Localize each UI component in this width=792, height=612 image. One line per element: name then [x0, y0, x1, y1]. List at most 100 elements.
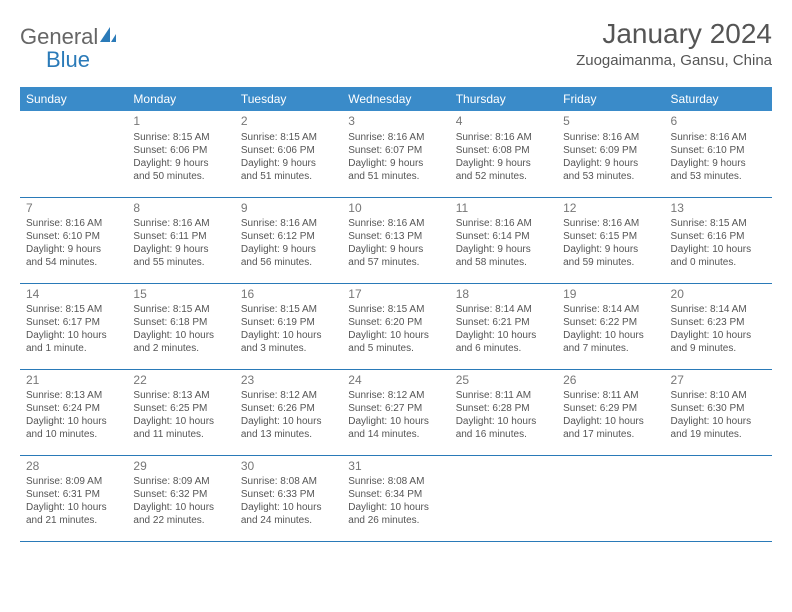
sunset-line: Sunset: 6:09 PM [563, 144, 658, 157]
daylight-line: and 11 minutes. [133, 428, 228, 441]
daylight-line: and 59 minutes. [563, 256, 658, 269]
day-number: 17 [348, 287, 443, 303]
calendar-day-cell: 3Sunrise: 8:16 AMSunset: 6:07 PMDaylight… [342, 111, 449, 197]
sunset-line: Sunset: 6:23 PM [671, 316, 766, 329]
sunrise-line: Sunrise: 8:15 AM [671, 217, 766, 230]
sunrise-line: Sunrise: 8:16 AM [456, 217, 551, 230]
sunset-line: Sunset: 6:15 PM [563, 230, 658, 243]
sunset-line: Sunset: 6:25 PM [133, 402, 228, 415]
location: Zuogaimanma, Gansu, China [576, 52, 772, 69]
day-number: 21 [26, 373, 121, 389]
sunrise-line: Sunrise: 8:08 AM [241, 475, 336, 488]
weekday-header: Tuesday [235, 87, 342, 111]
day-number: 20 [671, 287, 766, 303]
sunset-line: Sunset: 6:14 PM [456, 230, 551, 243]
sunrise-line: Sunrise: 8:16 AM [348, 131, 443, 144]
calendar-week-row: 28Sunrise: 8:09 AMSunset: 6:31 PMDayligh… [20, 455, 772, 541]
daylight-line: and 7 minutes. [563, 342, 658, 355]
daylight-line: and 1 minute. [26, 342, 121, 355]
calendar-week-row: 1Sunrise: 8:15 AMSunset: 6:06 PMDaylight… [20, 111, 772, 197]
calendar-day-cell [450, 455, 557, 541]
sunrise-line: Sunrise: 8:16 AM [563, 131, 658, 144]
day-number: 13 [671, 201, 766, 217]
daylight-line: Daylight: 10 hours [348, 329, 443, 342]
sunset-line: Sunset: 6:22 PM [563, 316, 658, 329]
sunset-line: Sunset: 6:29 PM [563, 402, 658, 415]
daylight-line: and 55 minutes. [133, 256, 228, 269]
calendar-day-cell: 15Sunrise: 8:15 AMSunset: 6:18 PMDayligh… [127, 283, 234, 369]
sunrise-line: Sunrise: 8:16 AM [241, 217, 336, 230]
day-number: 22 [133, 373, 228, 389]
calendar-day-cell: 21Sunrise: 8:13 AMSunset: 6:24 PMDayligh… [20, 369, 127, 455]
calendar-day-cell: 5Sunrise: 8:16 AMSunset: 6:09 PMDaylight… [557, 111, 664, 197]
daylight-line: and 9 minutes. [671, 342, 766, 355]
sunset-line: Sunset: 6:10 PM [671, 144, 766, 157]
day-number: 11 [456, 201, 551, 217]
day-number: 24 [348, 373, 443, 389]
weekday-header: Wednesday [342, 87, 449, 111]
sunrise-line: Sunrise: 8:11 AM [456, 389, 551, 402]
daylight-line: and 54 minutes. [26, 256, 121, 269]
daylight-line: and 3 minutes. [241, 342, 336, 355]
calendar-day-cell: 6Sunrise: 8:16 AMSunset: 6:10 PMDaylight… [665, 111, 772, 197]
calendar-day-cell [557, 455, 664, 541]
calendar-day-cell: 9Sunrise: 8:16 AMSunset: 6:12 PMDaylight… [235, 197, 342, 283]
sunset-line: Sunset: 6:28 PM [456, 402, 551, 415]
daylight-line: Daylight: 10 hours [348, 501, 443, 514]
daylight-line: and 51 minutes. [348, 170, 443, 183]
daylight-line: and 6 minutes. [456, 342, 551, 355]
daylight-line: Daylight: 10 hours [133, 415, 228, 428]
daylight-line: and 56 minutes. [241, 256, 336, 269]
daylight-line: Daylight: 10 hours [671, 329, 766, 342]
sunset-line: Sunset: 6:33 PM [241, 488, 336, 501]
day-number: 5 [563, 114, 658, 130]
daylight-line: and 14 minutes. [348, 428, 443, 441]
daylight-line: Daylight: 10 hours [348, 415, 443, 428]
daylight-line: and 22 minutes. [133, 514, 228, 527]
daylight-line: and 26 minutes. [348, 514, 443, 527]
page-title: January 2024 [576, 18, 772, 50]
sunset-line: Sunset: 6:07 PM [348, 144, 443, 157]
daylight-line: Daylight: 10 hours [26, 329, 121, 342]
sunrise-line: Sunrise: 8:15 AM [133, 131, 228, 144]
calendar-day-cell: 10Sunrise: 8:16 AMSunset: 6:13 PMDayligh… [342, 197, 449, 283]
sunset-line: Sunset: 6:24 PM [26, 402, 121, 415]
daylight-line: and 21 minutes. [26, 514, 121, 527]
day-number: 1 [133, 114, 228, 130]
header: General January 2024 Zuogaimanma, Gansu,… [20, 18, 772, 69]
calendar-day-cell: 28Sunrise: 8:09 AMSunset: 6:31 PMDayligh… [20, 455, 127, 541]
sunset-line: Sunset: 6:06 PM [133, 144, 228, 157]
daylight-line: Daylight: 10 hours [241, 415, 336, 428]
logo-text-blue: Blue [46, 47, 90, 72]
daylight-line: Daylight: 9 hours [241, 157, 336, 170]
sunset-line: Sunset: 6:34 PM [348, 488, 443, 501]
sunrise-line: Sunrise: 8:16 AM [348, 217, 443, 230]
day-number: 31 [348, 459, 443, 475]
calendar-day-cell [665, 455, 772, 541]
day-number: 3 [348, 114, 443, 130]
daylight-line: Daylight: 9 hours [456, 243, 551, 256]
sunrise-line: Sunrise: 8:16 AM [563, 217, 658, 230]
weekday-header: Sunday [20, 87, 127, 111]
daylight-line: Daylight: 9 hours [348, 157, 443, 170]
daylight-line: and 17 minutes. [563, 428, 658, 441]
daylight-line: Daylight: 9 hours [241, 243, 336, 256]
sunset-line: Sunset: 6:10 PM [26, 230, 121, 243]
calendar-day-cell: 4Sunrise: 8:16 AMSunset: 6:08 PMDaylight… [450, 111, 557, 197]
weekday-header-row: Sunday Monday Tuesday Wednesday Thursday… [20, 87, 772, 111]
day-number: 19 [563, 287, 658, 303]
weekday-header: Saturday [665, 87, 772, 111]
daylight-line: and 24 minutes. [241, 514, 336, 527]
sunset-line: Sunset: 6:18 PM [133, 316, 228, 329]
daylight-line: and 50 minutes. [133, 170, 228, 183]
calendar-day-cell: 25Sunrise: 8:11 AMSunset: 6:28 PMDayligh… [450, 369, 557, 455]
calendar-day-cell: 22Sunrise: 8:13 AMSunset: 6:25 PMDayligh… [127, 369, 234, 455]
sunrise-line: Sunrise: 8:15 AM [241, 131, 336, 144]
sunset-line: Sunset: 6:32 PM [133, 488, 228, 501]
daylight-line: Daylight: 9 hours [456, 157, 551, 170]
daylight-line: and 58 minutes. [456, 256, 551, 269]
sunset-line: Sunset: 6:08 PM [456, 144, 551, 157]
sunrise-line: Sunrise: 8:09 AM [133, 475, 228, 488]
sunrise-line: Sunrise: 8:12 AM [241, 389, 336, 402]
daylight-line: and 16 minutes. [456, 428, 551, 441]
